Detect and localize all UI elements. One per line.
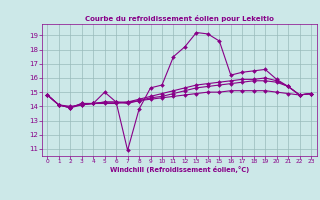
Title: Courbe du refroidissement éolien pour Lekeitio: Courbe du refroidissement éolien pour Le… [85,15,274,22]
X-axis label: Windchill (Refroidissement éolien,°C): Windchill (Refroidissement éolien,°C) [109,166,249,173]
